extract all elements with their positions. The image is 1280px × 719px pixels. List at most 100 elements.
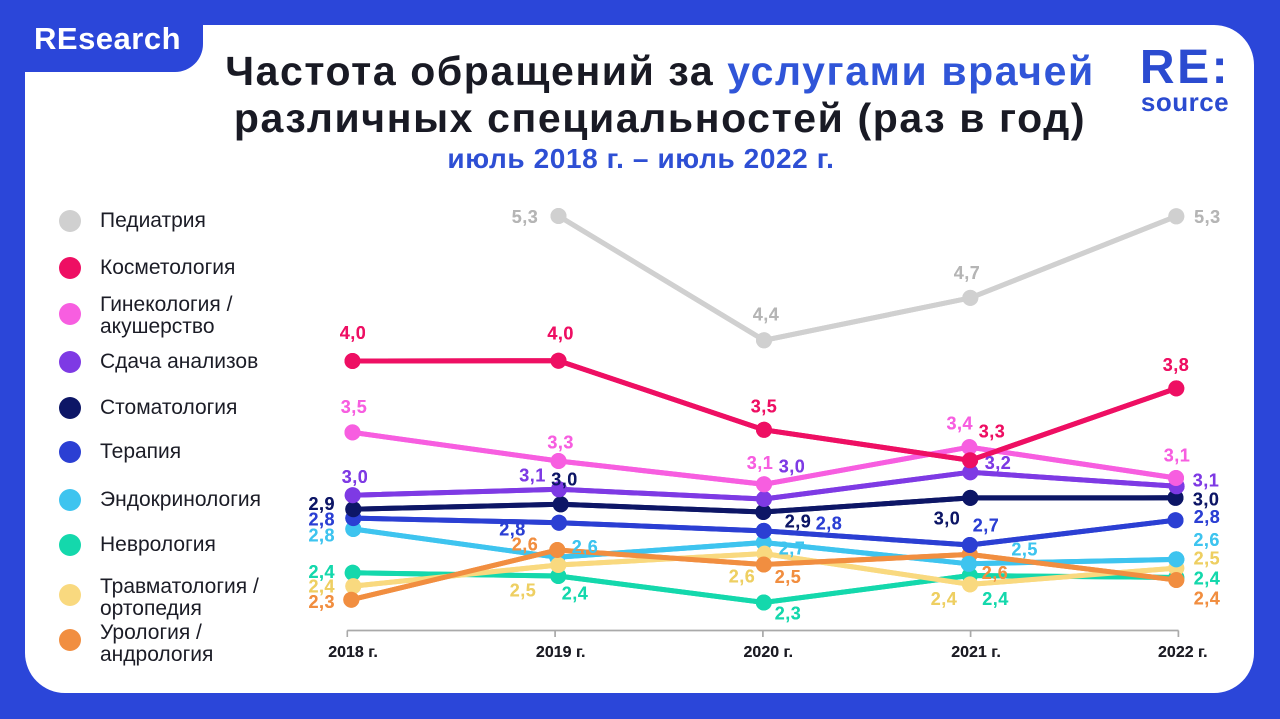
svg-text:3,5: 3,5 — [751, 397, 778, 417]
svg-text:3,1: 3,1 — [747, 453, 774, 473]
svg-text:2,3: 2,3 — [308, 592, 335, 612]
svg-text:2,9: 2,9 — [785, 512, 812, 532]
svg-text:2018 г.: 2018 г. — [328, 644, 378, 661]
svg-text:3,0: 3,0 — [779, 457, 806, 477]
svg-text:2020 г.: 2020 г. — [744, 644, 794, 661]
svg-text:3,1: 3,1 — [1164, 446, 1191, 466]
svg-text:2,4: 2,4 — [1194, 589, 1221, 609]
svg-text:3,1: 3,1 — [519, 466, 546, 486]
svg-text:2,3: 2,3 — [308, 592, 335, 612]
svg-text:3,5: 3,5 — [341, 397, 368, 417]
svg-text:2,5: 2,5 — [1011, 540, 1038, 560]
svg-text:3,2: 3,2 — [985, 453, 1012, 473]
svg-text:3,0: 3,0 — [934, 509, 961, 529]
svg-text:3,3: 3,3 — [547, 433, 574, 453]
svg-text:2,5: 2,5 — [510, 581, 537, 601]
svg-text:2,4: 2,4 — [308, 577, 335, 597]
svg-text:2,8: 2,8 — [499, 520, 526, 540]
svg-text:2,4: 2,4 — [562, 584, 589, 604]
svg-text:3,1: 3,1 — [519, 466, 546, 486]
svg-text:2,8: 2,8 — [816, 514, 843, 534]
svg-text:4,0: 4,0 — [547, 324, 574, 344]
svg-text:2,4: 2,4 — [308, 562, 335, 582]
svg-text:3,8: 3,8 — [1163, 355, 1190, 375]
svg-text:3,0: 3,0 — [1193, 489, 1220, 509]
svg-text:3,5: 3,5 — [341, 397, 368, 417]
svg-text:2,4: 2,4 — [308, 577, 335, 597]
svg-text:4,0: 4,0 — [340, 323, 367, 343]
svg-text:2,8: 2,8 — [1194, 507, 1221, 527]
svg-text:2,6: 2,6 — [512, 535, 539, 555]
svg-text:3,1: 3,1 — [1193, 470, 1220, 490]
svg-text:2,4: 2,4 — [562, 584, 589, 604]
svg-text:2,4: 2,4 — [308, 562, 335, 582]
svg-text:2018 г.: 2018 г. — [328, 644, 378, 661]
svg-text:5,3: 5,3 — [1194, 207, 1221, 227]
svg-text:3,0: 3,0 — [342, 467, 369, 487]
svg-text:2,3: 2,3 — [775, 604, 802, 624]
svg-text:3,1: 3,1 — [747, 453, 774, 473]
svg-text:3,5: 3,5 — [751, 397, 778, 417]
svg-text:2,5: 2,5 — [1194, 548, 1221, 568]
svg-text:5,3: 5,3 — [512, 207, 539, 227]
svg-text:2,8: 2,8 — [1194, 507, 1221, 527]
svg-text:2,5: 2,5 — [775, 567, 802, 587]
svg-text:3,4: 3,4 — [947, 414, 974, 434]
svg-text:4,4: 4,4 — [753, 305, 780, 325]
svg-text:3,1: 3,1 — [1193, 470, 1220, 490]
svg-text:4,7: 4,7 — [954, 263, 981, 283]
svg-text:3,0: 3,0 — [342, 467, 369, 487]
svg-text:2,7: 2,7 — [779, 539, 806, 559]
svg-text:4,0: 4,0 — [547, 324, 574, 344]
svg-text:2,8: 2,8 — [308, 509, 335, 529]
svg-text:2022 г.: 2022 г. — [1158, 644, 1208, 661]
svg-text:3,2: 3,2 — [985, 453, 1012, 473]
svg-text:2,5: 2,5 — [1011, 540, 1038, 560]
svg-text:2,4: 2,4 — [1194, 589, 1221, 609]
svg-text:2,4: 2,4 — [982, 589, 1009, 609]
svg-text:2,9: 2,9 — [785, 512, 812, 532]
svg-text:3,3: 3,3 — [979, 422, 1006, 442]
svg-text:5,3: 5,3 — [512, 207, 539, 227]
svg-text:2,5: 2,5 — [1194, 548, 1221, 568]
svg-text:4,0: 4,0 — [340, 323, 367, 343]
svg-text:3,1: 3,1 — [1164, 446, 1191, 466]
svg-text:3,0: 3,0 — [551, 470, 578, 490]
svg-text:2,4: 2,4 — [1194, 569, 1221, 589]
svg-text:2,4: 2,4 — [931, 589, 958, 609]
svg-text:5,3: 5,3 — [1194, 207, 1221, 227]
svg-text:2,6: 2,6 — [572, 537, 599, 557]
svg-text:3,8: 3,8 — [1163, 355, 1190, 375]
svg-text:2,8: 2,8 — [499, 520, 526, 540]
svg-text:2022 г.: 2022 г. — [1158, 644, 1208, 661]
svg-text:2,6: 2,6 — [729, 567, 756, 587]
svg-text:2,3: 2,3 — [775, 604, 802, 624]
svg-text:2019 г.: 2019 г. — [536, 644, 586, 661]
svg-text:4,4: 4,4 — [753, 305, 780, 325]
svg-text:2,7: 2,7 — [973, 516, 1000, 536]
svg-text:3,0: 3,0 — [779, 457, 806, 477]
svg-text:3,4: 3,4 — [947, 414, 974, 434]
svg-text:2,7: 2,7 — [973, 516, 1000, 536]
svg-text:2,9: 2,9 — [308, 494, 335, 514]
svg-text:3,3: 3,3 — [979, 422, 1006, 442]
svg-text:3,0: 3,0 — [934, 509, 961, 529]
svg-text:2,8: 2,8 — [816, 514, 843, 534]
svg-text:2,6: 2,6 — [729, 567, 756, 587]
svg-text:2,5: 2,5 — [510, 581, 537, 601]
svg-text:2021 г.: 2021 г. — [951, 644, 1001, 661]
svg-text:2,9: 2,9 — [308, 494, 335, 514]
svg-text:3,0: 3,0 — [1193, 489, 1220, 509]
svg-text:2021 г.: 2021 г. — [951, 644, 1001, 661]
svg-text:2,8: 2,8 — [308, 509, 335, 529]
svg-text:2019 г.: 2019 г. — [536, 644, 586, 661]
svg-text:2,6: 2,6 — [1193, 530, 1220, 550]
svg-text:2,6: 2,6 — [1193, 530, 1220, 550]
svg-text:2,4: 2,4 — [982, 589, 1009, 609]
svg-text:2,8: 2,8 — [308, 525, 335, 545]
svg-text:2,8: 2,8 — [308, 525, 335, 545]
svg-text:2,5: 2,5 — [775, 567, 802, 587]
svg-text:2,4: 2,4 — [1194, 569, 1221, 589]
svg-text:2020 г.: 2020 г. — [744, 644, 794, 661]
svg-text:2,6: 2,6 — [982, 563, 1009, 583]
